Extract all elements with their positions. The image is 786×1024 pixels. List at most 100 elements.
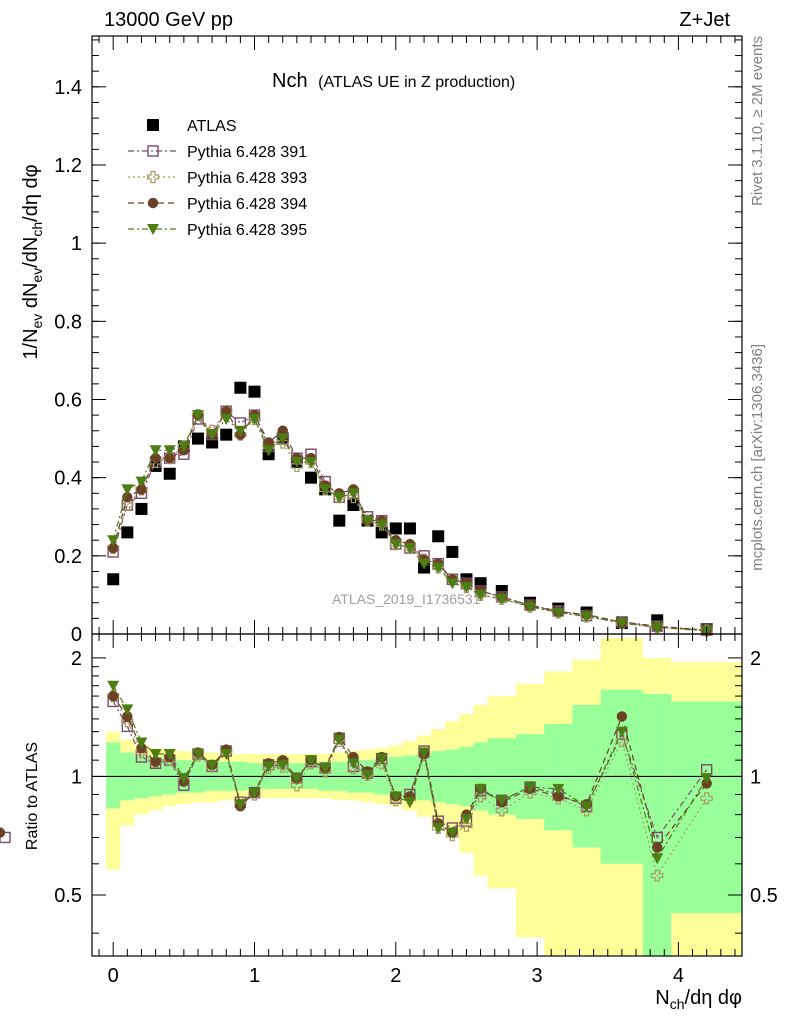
header-left: 13000 GeV pp (104, 9, 233, 31)
pythia-6-428-395-point (460, 582, 473, 594)
pythia-6-428-395-ratio-point (191, 749, 204, 761)
rivet-label: Rivet 3.1.10, ≥ 2M events (749, 36, 766, 206)
main-title: Nch (ATLAS UE in Z production) (272, 70, 515, 92)
pythia-6-428-395-ratio-point (305, 755, 318, 767)
pythia-6-428-395-point (290, 457, 303, 469)
pythia-6-428-395-point (177, 441, 190, 453)
legend: ATLAS Pythia 6.428 391 Pythia 6.428 393 Pyt… (128, 118, 307, 239)
legend-label-pythia-6-428-395: Pythia 6.428 395 (187, 222, 307, 239)
pythia-6-428-395-point (432, 562, 445, 574)
y-tick-label: 0.4 (54, 468, 82, 490)
legend-marker-pythia-6-428-393 (146, 170, 160, 184)
pythia-6-428-394-ratio-point (150, 756, 161, 767)
pythia-6-428-394-point (107, 542, 119, 554)
pythia-6-428-393-ratio-point (700, 792, 713, 805)
pythia-6-428-395-point (403, 543, 416, 555)
pythia-6-428-393-ratio-point (347, 762, 360, 775)
legend-label-pythia-6-428-394: Pythia 6.428 394 (187, 196, 307, 213)
pythia-6-428-395-ratio-point (418, 747, 431, 759)
pythia-6-428-395-point (580, 611, 593, 623)
pythia-6-428-394-ratio-line (112, 695, 708, 849)
ratio-frame (91, 633, 743, 957)
pythia-6-428-395-ratio-point (234, 799, 247, 811)
pythia-6-428-395-point (375, 519, 388, 531)
atlas-point (191, 432, 204, 445)
pythia-6-428-393-ratio-point (651, 869, 664, 882)
legend-marker-atlas (147, 119, 159, 131)
atlas-point (234, 381, 247, 394)
pythia-6-428-395-point (248, 414, 261, 426)
pythia-6-428-395-point (220, 414, 233, 426)
pythia-6-428-394-line (112, 410, 707, 632)
pythia-6-428-393-point (121, 498, 134, 512)
pythia-6-428-395-line (112, 413, 707, 632)
ratio-y-tick-label-right: 2 (750, 648, 761, 670)
pythia-6-428-395-ratio-point (580, 801, 593, 813)
y-tick-label: 0.2 (54, 546, 82, 568)
pythia-6-428-395-ratio-point (135, 737, 148, 749)
watermark-label: ATLAS_2019_I1736531 (332, 591, 481, 607)
pythia-6-428-395-ratio-point (276, 759, 289, 771)
atlas-point (389, 522, 402, 535)
legend-label-pythia-6-428-393: Pythia 6.428 393 (187, 170, 307, 187)
pythia-6-428-394-ratio-point (122, 711, 133, 722)
pythia-6-428-395-ratio-point (347, 758, 360, 770)
pythia-6-428-393-ratio-point (474, 790, 487, 803)
pythia-6-428-395-ratio-point (163, 749, 176, 761)
pythia-6-428-395-point (389, 539, 402, 551)
pythia-6-428-394-ratio-point (616, 711, 628, 722)
ratio-y-tick-label: 2 (71, 648, 82, 670)
x-axis-title: Nch/dη dφ (655, 987, 742, 1012)
pythia-6-428-395-point (615, 618, 628, 630)
pythia-6-428-395-ratio-point (361, 769, 374, 781)
pythia-6-428-394-point (150, 452, 161, 464)
pythia-6-428-395-ratio-point (248, 787, 261, 799)
pythia-6-428-394-ratio-point (107, 690, 119, 702)
pythia-6-428-395-ratio-point (524, 782, 537, 794)
y-tick-label: 0.8 (54, 311, 82, 333)
pythia-6-428-395-ratio-point (290, 773, 303, 785)
mcplots-label: mcplots.cern.ch [arXiv:1306.3436] (749, 344, 766, 571)
atlas-point (432, 530, 445, 543)
atlas-point (107, 573, 120, 586)
atlas-point (121, 526, 134, 539)
pythia-6-428-395-point (552, 607, 565, 619)
y-tick-label: 0 (71, 624, 82, 646)
legend-label-atlas: ATLAS (187, 118, 237, 135)
pythia-6-428-395-ratio-point (700, 773, 713, 785)
legend-marker-pythia-6-428-391 (147, 145, 159, 157)
pythia-6-428-393-ratio-point (615, 734, 628, 748)
pythia-6-428-395-ratio-point (107, 680, 120, 692)
pythia-6-428-394-ratio-point (553, 791, 564, 802)
pythia-6-428-393-ratio-point (495, 804, 508, 817)
pythia-6-428-395-point (234, 425, 247, 437)
pythia-6-428-395-point (418, 558, 431, 570)
atlas-point (163, 467, 176, 480)
stat-uncertainty-band (544, 723, 573, 831)
ratio-y-tick-label: 0.5 (54, 885, 82, 907)
pythia-6-428-395-ratio-point (262, 761, 275, 773)
y-tick-label: 1.2 (54, 155, 82, 177)
main-title-text: Nch (272, 70, 308, 92)
atlas-point (220, 428, 233, 441)
pythia-6-428-395-ratio-point (615, 726, 628, 738)
stat-uncertainty-band (671, 701, 742, 914)
x-tick-label: 4 (673, 965, 684, 987)
pythia-6-428-394-point (221, 406, 232, 417)
legend-label-pythia-6-428-391: Pythia 6.428 391 (187, 144, 307, 161)
ratio-y-axis-title: Ratio to ATLAS (24, 742, 41, 850)
x-tick-label: 0 (108, 965, 119, 987)
pythia-6-428-393-ratio-point (290, 779, 303, 792)
pythia-6-428-395-point (446, 578, 459, 590)
pythia-6-428-394-ratio-point (652, 842, 663, 853)
ratio-panel: 0 1 2 3 4 0.5 0.5 1 1 2 2 (0, 633, 778, 987)
pythia-6-428-395-point (347, 488, 360, 500)
pythia-6-428-395-point (361, 515, 374, 527)
pythia-6-428-395-ratio-point (220, 749, 233, 761)
pythia-6-428-395-ratio-point (375, 753, 388, 765)
stat-uncertainty-band (106, 742, 121, 809)
ratio-y-tick-label-right: 1 (750, 766, 761, 788)
pythia-6-428-395-ratio-point (495, 795, 508, 807)
atlas-point (305, 471, 318, 484)
